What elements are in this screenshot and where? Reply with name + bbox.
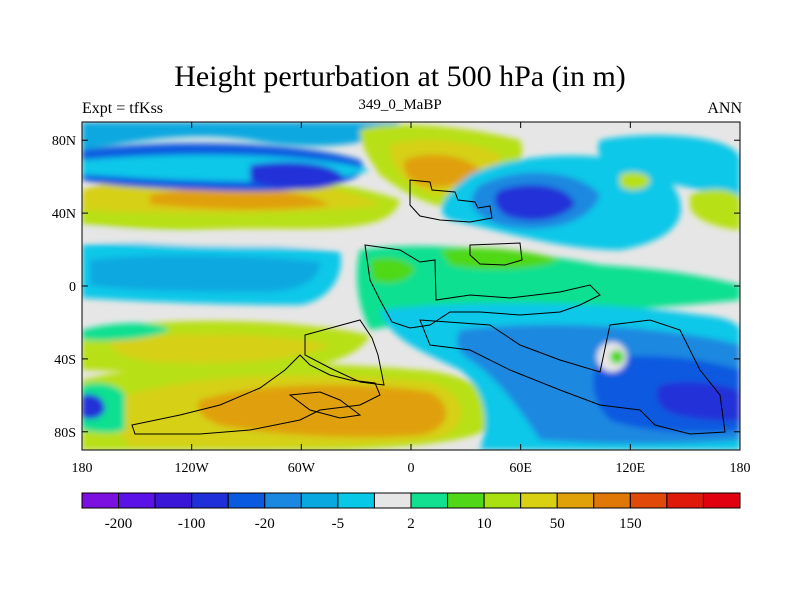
colorbar-label: 10 [477, 516, 492, 532]
south-america-outline [304, 319, 385, 386]
atlantic-high-core [403, 154, 480, 187]
europe-outline [409, 179, 493, 223]
tropical-pacific-core [90, 255, 320, 292]
y-tick-label: 0 [69, 280, 76, 295]
colorbar-label: -200 [105, 516, 133, 532]
sh-indian-low-center [656, 382, 740, 421]
colorbar-box [264, 492, 302, 509]
sh-pacific-core [110, 333, 330, 364]
colorbar-label: 150 [619, 516, 642, 532]
colorbar-box [556, 492, 595, 509]
colorbar-box [337, 492, 375, 509]
colorbar-box [154, 492, 193, 509]
colorbar-label: 50 [550, 516, 565, 532]
y-tick-label: 40S [54, 353, 76, 368]
y-axis: 80N 40N 0 40S 80S [52, 134, 740, 441]
drake-low [82, 394, 105, 420]
colorbar-box [520, 492, 558, 509]
ring-positive [610, 350, 624, 364]
x-axis: 180 120W 60W 0 60E 120E 180 [72, 122, 751, 476]
x-tick-label: 180 [730, 461, 751, 476]
y-tick-label: 40N [52, 207, 76, 222]
colorbar-box [191, 492, 229, 509]
period-label: ANN [707, 100, 742, 117]
ne-asia-negative [598, 135, 740, 200]
arabia-outline [469, 242, 523, 266]
coastlines [131, 179, 726, 435]
experiment-label: Expt = tfKss [82, 100, 164, 117]
colorbar-box [629, 492, 668, 509]
africa-outline [364, 244, 601, 329]
colorbar-box [593, 492, 631, 509]
colorbar-box [118, 492, 156, 509]
x-tick-label: 0 [408, 461, 415, 476]
nh-ridge-max [150, 187, 330, 210]
colorbar: -200 -100 -20 -5 2 10 50 150 [81, 492, 741, 532]
y-tick-label: 80N [52, 134, 76, 149]
inner-outline [288, 391, 362, 419]
south-america-core [370, 258, 415, 283]
x-tick-label: 180 [72, 461, 93, 476]
chart-title: Height perturbation at 500 hPa (in m) [174, 60, 626, 93]
case-label: 349_0_MaBP [358, 97, 442, 113]
colorbar-box [666, 492, 704, 509]
x-tick-label: 60E [509, 461, 532, 476]
colorbar-label: -20 [255, 516, 275, 532]
colorbar-box [373, 492, 412, 509]
x-tick-label: 120W [175, 461, 210, 476]
eurasia-low-core [494, 185, 575, 221]
contour-field [82, 122, 740, 450]
y-tick-label: 80S [54, 426, 76, 441]
colorbar-box [300, 492, 339, 509]
colorbar-box [227, 492, 266, 509]
colorbar-label: -5 [332, 516, 345, 532]
colorbar-box [483, 492, 522, 509]
arctic-negative [82, 122, 400, 150]
colorbar-box [81, 492, 120, 509]
sh-pacific-edge [82, 323, 170, 341]
west-antarctica-outline [131, 354, 381, 435]
equatorial-neutral [82, 228, 360, 247]
colorbar-label: 2 [407, 516, 415, 532]
siberia-small-high [620, 172, 650, 190]
colorbar-box [702, 492, 741, 509]
ne-pacific-positive [690, 189, 740, 230]
north-pacific-low-core [250, 162, 345, 190]
colorbar-box [410, 492, 449, 509]
x-tick-label: 60W [288, 461, 316, 476]
antarctica-india-outline [419, 319, 726, 435]
colorbar-box [447, 492, 485, 509]
southern-high-core [198, 385, 447, 437]
colorbar-label: -100 [178, 516, 206, 532]
x-tick-label: 120E [616, 461, 646, 476]
